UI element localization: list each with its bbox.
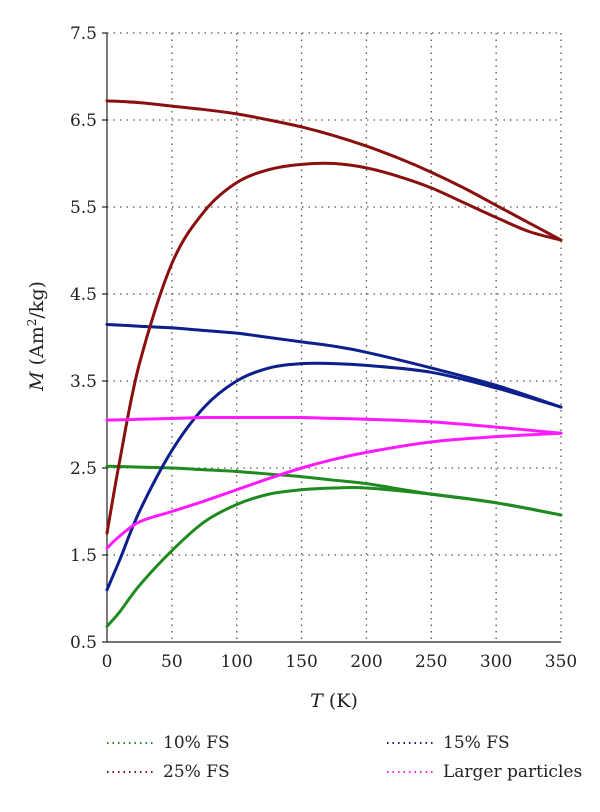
series-line-1-1 bbox=[105, 361, 563, 592]
x-tick-label: 150 bbox=[285, 652, 317, 672]
legend-label: 25% FS bbox=[163, 762, 230, 782]
x-axis-title: T (K) bbox=[310, 690, 358, 712]
y-tick-label: 0.5 bbox=[70, 633, 97, 653]
y-tick-label: 3.5 bbox=[70, 372, 97, 392]
series-line-1-0 bbox=[105, 322, 563, 409]
y-tick-label: 5.5 bbox=[70, 198, 97, 218]
series-line-2-0 bbox=[105, 99, 563, 242]
y-tick-label: 6.5 bbox=[70, 111, 97, 131]
x-tick-label: 250 bbox=[415, 652, 447, 672]
legend: 10% FS 15% FS 25% FS Larger particles bbox=[107, 733, 582, 782]
x-tick-label: 50 bbox=[161, 652, 183, 672]
x-tick-label: 200 bbox=[350, 652, 382, 672]
y-tick-label: 4.5 bbox=[70, 285, 97, 305]
y-tick-label: 2.5 bbox=[70, 459, 97, 479]
x-tick-label: 350 bbox=[545, 652, 577, 672]
legend-label: 15% FS bbox=[443, 733, 510, 753]
grid bbox=[107, 32, 562, 642]
tick-labels: 0 50 100 150 200 250 300 350 0.5 1.5 2.5 3.5 4.5 5.5 6… bbox=[70, 24, 577, 672]
plot-area bbox=[105, 99, 563, 628]
x-tick-label: 0 bbox=[102, 652, 113, 672]
series-line-3-1 bbox=[105, 431, 563, 550]
series-line-0-1 bbox=[105, 485, 563, 628]
x-tick-label: 300 bbox=[480, 652, 512, 672]
x-tick-label: 100 bbox=[220, 652, 252, 672]
y-axis-title: M (Am2/kg) bbox=[25, 281, 48, 392]
axes bbox=[102, 32, 561, 643]
legend-label: Larger particles bbox=[443, 762, 582, 782]
series-line-0-0 bbox=[105, 464, 563, 517]
series-line-3-0 bbox=[105, 415, 563, 435]
y-tick-label: 1.5 bbox=[70, 546, 97, 566]
legend-label: 10% FS bbox=[163, 733, 230, 753]
y-tick-label: 7.5 bbox=[70, 24, 97, 44]
series-line-2-1 bbox=[105, 161, 563, 535]
